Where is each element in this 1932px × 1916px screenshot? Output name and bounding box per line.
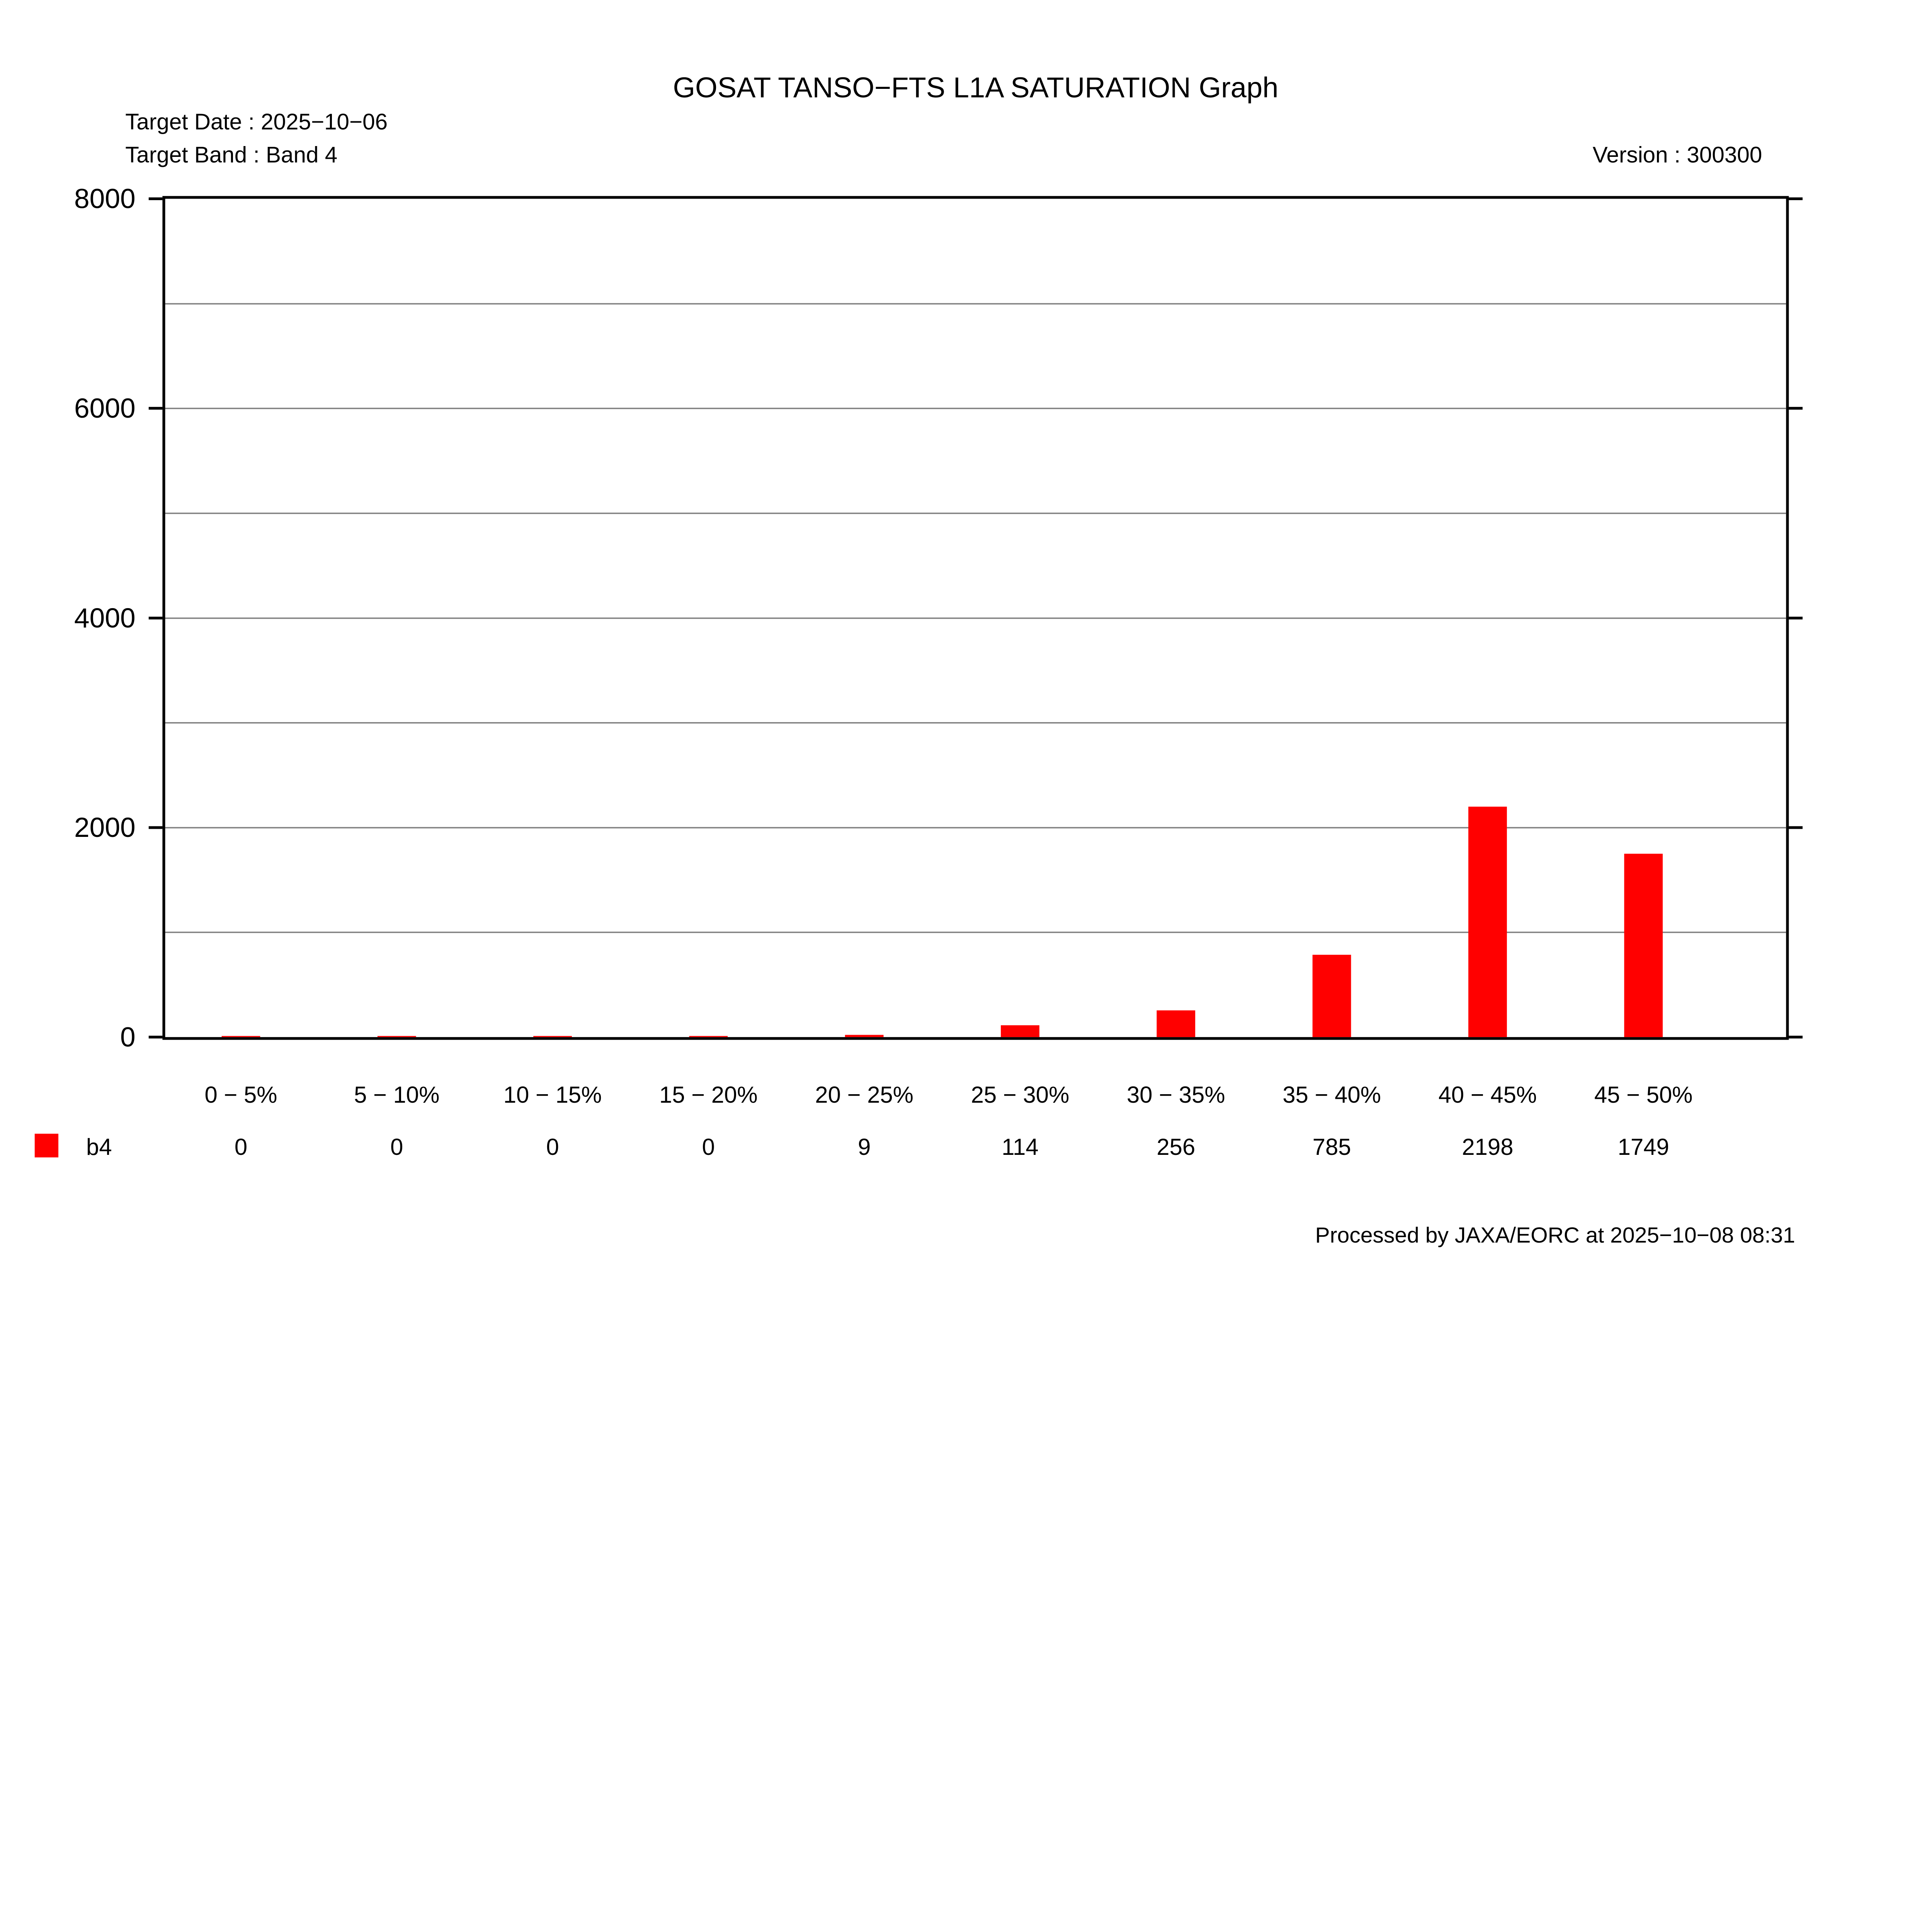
- bar-6: [1156, 1010, 1196, 1037]
- x-label-1: 5 − 10%: [354, 1081, 440, 1108]
- bar-4: [845, 1035, 884, 1037]
- x-label-7: 35 − 40%: [1282, 1081, 1381, 1108]
- value-cell-8: 2198: [1462, 1134, 1514, 1160]
- legend-swatch-b4: [34, 1134, 59, 1158]
- gridline-7000: [165, 303, 1786, 304]
- value-cell-1: 0: [390, 1134, 403, 1160]
- y-tick-left-4000: [148, 616, 163, 619]
- target-date-label: Target Date : 2025−10−06: [125, 109, 388, 134]
- gridline-5000: [165, 512, 1786, 514]
- y-tick-label-2000: 2000: [74, 812, 136, 843]
- bar-0: [221, 1036, 260, 1037]
- y-tick-left-6000: [148, 407, 163, 410]
- x-label-9: 45 − 50%: [1594, 1081, 1693, 1108]
- value-cell-3: 0: [702, 1134, 715, 1160]
- x-label-4: 20 − 25%: [815, 1081, 914, 1108]
- value-cell-0: 0: [234, 1134, 248, 1160]
- y-tick-right-4000: [1789, 616, 1803, 619]
- gridline-6000: [165, 408, 1786, 410]
- y-tick-right-0: [1789, 1035, 1803, 1039]
- bar-3: [689, 1036, 728, 1037]
- gridline-3000: [165, 722, 1786, 724]
- bar-9: [1624, 853, 1663, 1037]
- y-tick-label-0: 0: [120, 1022, 136, 1053]
- gridline-2000: [165, 827, 1786, 828]
- value-cell-2: 0: [546, 1134, 559, 1160]
- bar-1: [377, 1036, 416, 1037]
- x-label-2: 10 − 15%: [503, 1081, 602, 1108]
- bar-7: [1312, 955, 1351, 1037]
- target-band-label: Target Band : Band 4: [125, 142, 338, 168]
- x-label-3: 15 − 20%: [659, 1081, 758, 1108]
- x-label-8: 40 − 45%: [1438, 1081, 1537, 1108]
- y-tick-left-0: [148, 1035, 163, 1039]
- legend-label-b4: b4: [86, 1134, 112, 1160]
- x-label-0: 0 − 5%: [204, 1081, 277, 1108]
- y-tick-right-8000: [1789, 197, 1803, 201]
- y-tick-left-8000: [148, 197, 163, 201]
- gridline-4000: [165, 617, 1786, 619]
- y-tick-right-2000: [1789, 826, 1803, 829]
- y-tick-label-6000: 6000: [74, 393, 136, 424]
- bar-8: [1468, 806, 1507, 1037]
- value-cell-7: 785: [1312, 1134, 1351, 1160]
- value-cell-4: 9: [858, 1134, 871, 1160]
- footer-processed-note: Processed by JAXA/EORC at 2025−10−08 08:…: [1315, 1222, 1795, 1247]
- x-label-5: 25 − 30%: [971, 1081, 1070, 1108]
- y-tick-label-4000: 4000: [74, 602, 136, 634]
- gridline-1000: [165, 932, 1786, 933]
- value-cell-5: 114: [1002, 1134, 1039, 1160]
- bar-2: [533, 1036, 572, 1037]
- y-tick-label-8000: 8000: [74, 183, 136, 214]
- y-tick-left-2000: [148, 826, 163, 829]
- version-label: Version : 300300: [1592, 142, 1762, 168]
- bar-5: [1001, 1025, 1039, 1037]
- plot-area: 0 2000 4000 6000 8000: [74, 185, 1803, 1051]
- x-label-6: 30 − 35%: [1127, 1081, 1225, 1108]
- y-tick-right-6000: [1789, 407, 1803, 410]
- gosat-saturation-chart: GOSAT TANSO−FTS L1A SATURATION Graph Tar…: [34, 71, 1803, 1247]
- value-cell-6: 256: [1156, 1134, 1196, 1160]
- value-cell-9: 1749: [1617, 1134, 1669, 1160]
- chart-title: GOSAT TANSO−FTS L1A SATURATION Graph: [673, 71, 1279, 104]
